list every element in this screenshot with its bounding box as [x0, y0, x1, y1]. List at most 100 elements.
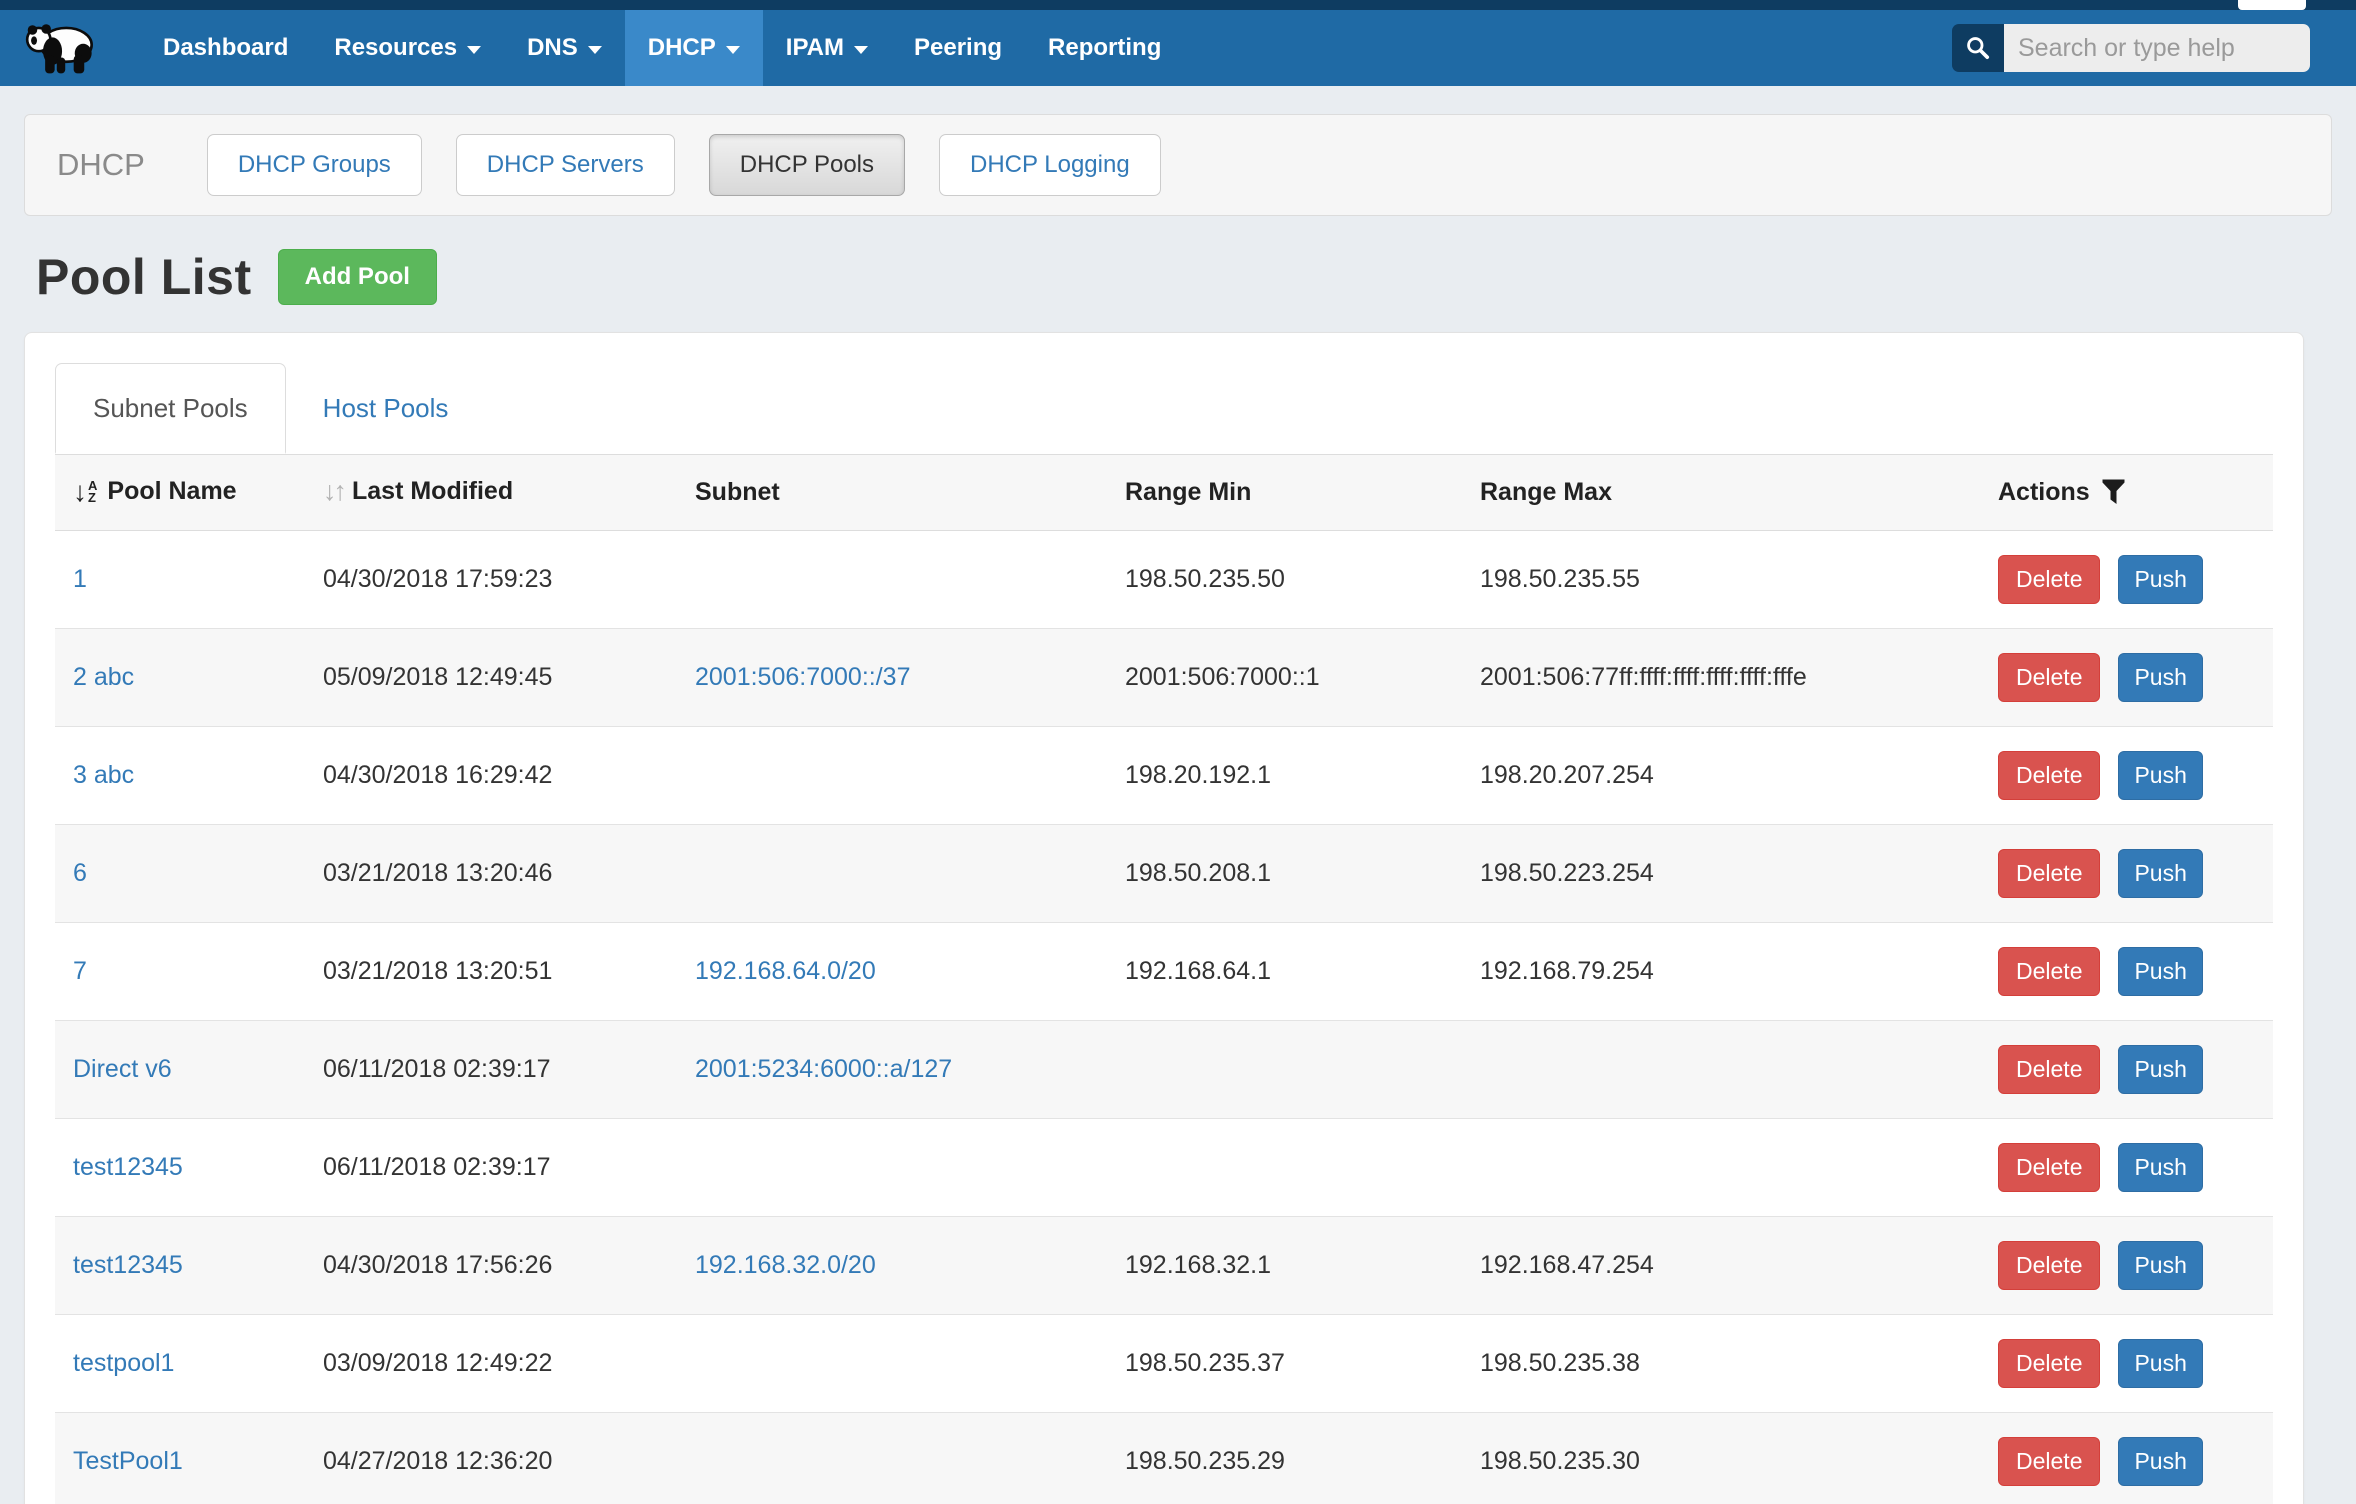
range-max-cell: 192.168.47.254 [1480, 1216, 1998, 1314]
table-row: test12345 04/30/2018 17:56:26 192.168.32… [55, 1216, 2273, 1314]
pool-name-link[interactable]: TestPool1 [73, 1447, 183, 1475]
nav-label: DNS [527, 34, 578, 62]
nav-label: Reporting [1048, 34, 1161, 62]
navbar: Dashboard Resources DNS DHCP IPAM Peerin… [0, 10, 2356, 86]
subnet-link[interactable]: 2001:5234:6000::a/127 [695, 1055, 952, 1083]
push-button[interactable]: Push [2118, 1241, 2202, 1290]
subnet-link[interactable]: 2001:506:7000::/37 [695, 663, 910, 691]
push-button[interactable]: Push [2118, 849, 2202, 898]
nav-item-ipam[interactable]: IPAM [763, 10, 891, 86]
pool-table: ↓ AZ Pool Name ↓↑ Last Modified Subnet R… [55, 455, 2273, 1504]
push-button[interactable]: Push [2118, 555, 2202, 604]
range-min-cell: 2001:506:7000::1 [1125, 628, 1480, 726]
column-header-last-modified[interactable]: ↓↑ Last Modified [323, 455, 695, 530]
add-pool-button[interactable]: Add Pool [278, 249, 437, 305]
last-modified-cell: 06/11/2018 02:39:17 [323, 1020, 695, 1118]
column-label: Actions [1998, 478, 2090, 507]
delete-button[interactable]: Delete [1998, 1437, 2100, 1486]
dhcp-pools-button[interactable]: DHCP Pools [709, 134, 905, 196]
pool-name-link[interactable]: 2 abc [73, 663, 134, 691]
table-header-row: ↓ AZ Pool Name ↓↑ Last Modified Subnet R… [55, 455, 2273, 530]
pool-name-link[interactable]: 3 abc [73, 761, 134, 789]
push-button[interactable]: Push [2118, 947, 2202, 996]
top-notch [2238, 0, 2306, 10]
push-button[interactable]: Push [2118, 653, 2202, 702]
range-min-cell: 198.50.235.29 [1125, 1412, 1480, 1504]
pool-name-link[interactable]: 6 [73, 859, 87, 887]
subnet-link[interactable]: 192.168.64.0/20 [695, 957, 876, 985]
filter-funnel-icon[interactable] [2102, 479, 2125, 505]
delete-button[interactable]: Delete [1998, 1339, 2100, 1388]
delete-button[interactable]: Delete [1998, 653, 2100, 702]
range-max-cell: 198.50.235.55 [1480, 530, 1998, 628]
column-header-pool-name[interactable]: ↓ AZ Pool Name [55, 455, 323, 530]
delete-button[interactable]: Delete [1998, 555, 2100, 604]
pool-table-body: 1 04/30/2018 17:59:23 198.50.235.50 198.… [55, 530, 2273, 1504]
range-min-cell: 192.168.32.1 [1125, 1216, 1480, 1314]
table-row: testpool1 03/09/2018 12:49:22 198.50.235… [55, 1314, 2273, 1412]
sort-up-down-icon[interactable]: ↓↑ [323, 478, 344, 505]
nav-item-dhcp[interactable]: DHCP [625, 10, 763, 86]
search-input[interactable] [2004, 24, 2310, 72]
push-button[interactable]: Push [2118, 1437, 2202, 1486]
pool-name-link[interactable]: testpool1 [73, 1349, 174, 1377]
range-max-cell: 198.50.223.254 [1480, 824, 1998, 922]
pool-name-link[interactable]: test12345 [73, 1153, 183, 1181]
delete-button[interactable]: Delete [1998, 1143, 2100, 1192]
pool-tabs: Subnet Pools Host Pools [55, 363, 2273, 455]
nav-label: Resources [334, 34, 457, 62]
delete-button[interactable]: Delete [1998, 1241, 2100, 1290]
nav-item-resources[interactable]: Resources [311, 10, 504, 86]
push-button[interactable]: Push [2118, 1143, 2202, 1192]
table-row: 2 abc 05/09/2018 12:49:45 2001:506:7000:… [55, 628, 2273, 726]
last-modified-cell: 03/09/2018 12:49:22 [323, 1314, 695, 1412]
caret-down-icon [726, 46, 740, 54]
nav-label: DHCP [648, 34, 716, 62]
sort-alpha-desc-icon[interactable]: ↓ AZ [73, 478, 97, 506]
column-header-subnet: Subnet [695, 455, 1125, 530]
search-icon [1965, 35, 1991, 61]
tab-host-pools[interactable]: Host Pools [286, 363, 486, 454]
delete-button[interactable]: Delete [1998, 947, 2100, 996]
panda-logo-icon[interactable] [24, 19, 98, 77]
table-row: Direct v6 06/11/2018 02:39:17 2001:5234:… [55, 1020, 2273, 1118]
table-row: 6 03/21/2018 13:20:46 198.50.208.1 198.5… [55, 824, 2273, 922]
delete-button[interactable]: Delete [1998, 1045, 2100, 1094]
column-label: Range Min [1125, 478, 1251, 506]
push-button[interactable]: Push [2118, 1045, 2202, 1094]
column-label: Last Modified [352, 477, 513, 506]
dhcp-groups-button[interactable]: DHCP Groups [207, 134, 422, 196]
page-title: Pool List [36, 248, 252, 306]
column-header-range-min: Range Min [1125, 455, 1480, 530]
range-min-cell: 198.20.192.1 [1125, 726, 1480, 824]
pool-name-link[interactable]: Direct v6 [73, 1055, 172, 1083]
range-max-cell: 2001:506:77ff:ffff:ffff:ffff:ffff:fffe [1480, 628, 1998, 726]
push-button[interactable]: Push [2118, 751, 2202, 800]
column-header-range-max: Range Max [1480, 455, 1998, 530]
last-modified-cell: 05/09/2018 12:49:45 [323, 628, 695, 726]
nav-item-peering[interactable]: Peering [891, 10, 1025, 86]
nav-item-dashboard[interactable]: Dashboard [140, 10, 311, 86]
range-min-cell: 192.168.64.1 [1125, 922, 1480, 1020]
range-min-cell: 198.50.208.1 [1125, 824, 1480, 922]
section-label: DHCP [57, 147, 145, 183]
pool-name-link[interactable]: 7 [73, 957, 87, 985]
tab-subnet-pools[interactable]: Subnet Pools [55, 363, 286, 454]
range-min-cell [1125, 1020, 1480, 1118]
range-max-cell: 198.20.207.254 [1480, 726, 1998, 824]
column-label: Pool Name [107, 477, 236, 506]
delete-button[interactable]: Delete [1998, 849, 2100, 898]
column-label: Range Max [1480, 478, 1612, 506]
caret-down-icon [588, 46, 602, 54]
subnet-link[interactable]: 192.168.32.0/20 [695, 1251, 876, 1279]
nav-item-dns[interactable]: DNS [504, 10, 625, 86]
push-button[interactable]: Push [2118, 1339, 2202, 1388]
nav-item-reporting[interactable]: Reporting [1025, 10, 1184, 86]
pool-name-link[interactable]: 1 [73, 565, 87, 593]
search-button[interactable] [1952, 24, 2004, 72]
dhcp-logging-button[interactable]: DHCP Logging [939, 134, 1161, 196]
delete-button[interactable]: Delete [1998, 751, 2100, 800]
column-header-actions: Actions [1998, 455, 2273, 530]
dhcp-servers-button[interactable]: DHCP Servers [456, 134, 675, 196]
pool-name-link[interactable]: test12345 [73, 1251, 183, 1279]
